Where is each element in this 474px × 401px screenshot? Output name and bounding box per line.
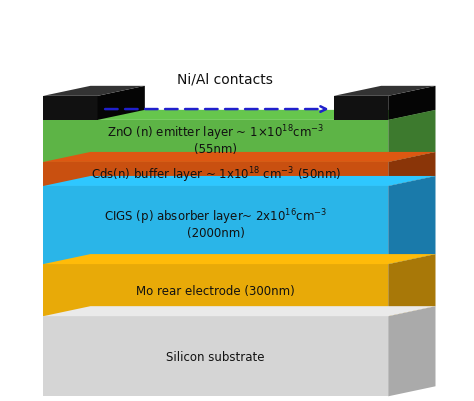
Polygon shape [388,255,436,316]
Polygon shape [43,306,436,316]
Polygon shape [388,306,436,396]
Polygon shape [43,152,436,162]
Polygon shape [388,111,436,162]
Polygon shape [388,176,436,264]
Text: (2000nm): (2000nm) [187,226,245,239]
Text: CIGS (p) absorber layer~ 2x10$^{16}$cm$^{-3}$: CIGS (p) absorber layer~ 2x10$^{16}$cm$^… [104,207,328,227]
Polygon shape [43,162,388,186]
Text: Silicon substrate: Silicon substrate [166,350,265,363]
Polygon shape [43,87,145,97]
Polygon shape [388,152,436,186]
Polygon shape [388,87,436,121]
Polygon shape [43,255,436,264]
Polygon shape [334,87,436,97]
Text: (55nm): (55nm) [194,142,237,155]
Polygon shape [43,111,436,121]
Text: Ni/Al contacts: Ni/Al contacts [177,73,273,87]
Text: Mo rear electrode (300nm): Mo rear electrode (300nm) [137,284,295,297]
Polygon shape [43,97,98,121]
Text: Cds(n) buffer layer ~ 1x10$^{18}$ cm$^{-3}$ (50nm): Cds(n) buffer layer ~ 1x10$^{18}$ cm$^{-… [91,165,341,184]
Polygon shape [43,264,388,316]
Polygon shape [43,121,388,162]
Polygon shape [98,87,145,121]
Polygon shape [334,97,388,121]
Polygon shape [43,176,436,186]
Polygon shape [43,316,388,396]
Text: ZnO (n) emitter layer ~ 1$\times$10$^{18}$cm$^{-3}$: ZnO (n) emitter layer ~ 1$\times$10$^{18… [107,123,324,142]
Polygon shape [43,186,388,264]
